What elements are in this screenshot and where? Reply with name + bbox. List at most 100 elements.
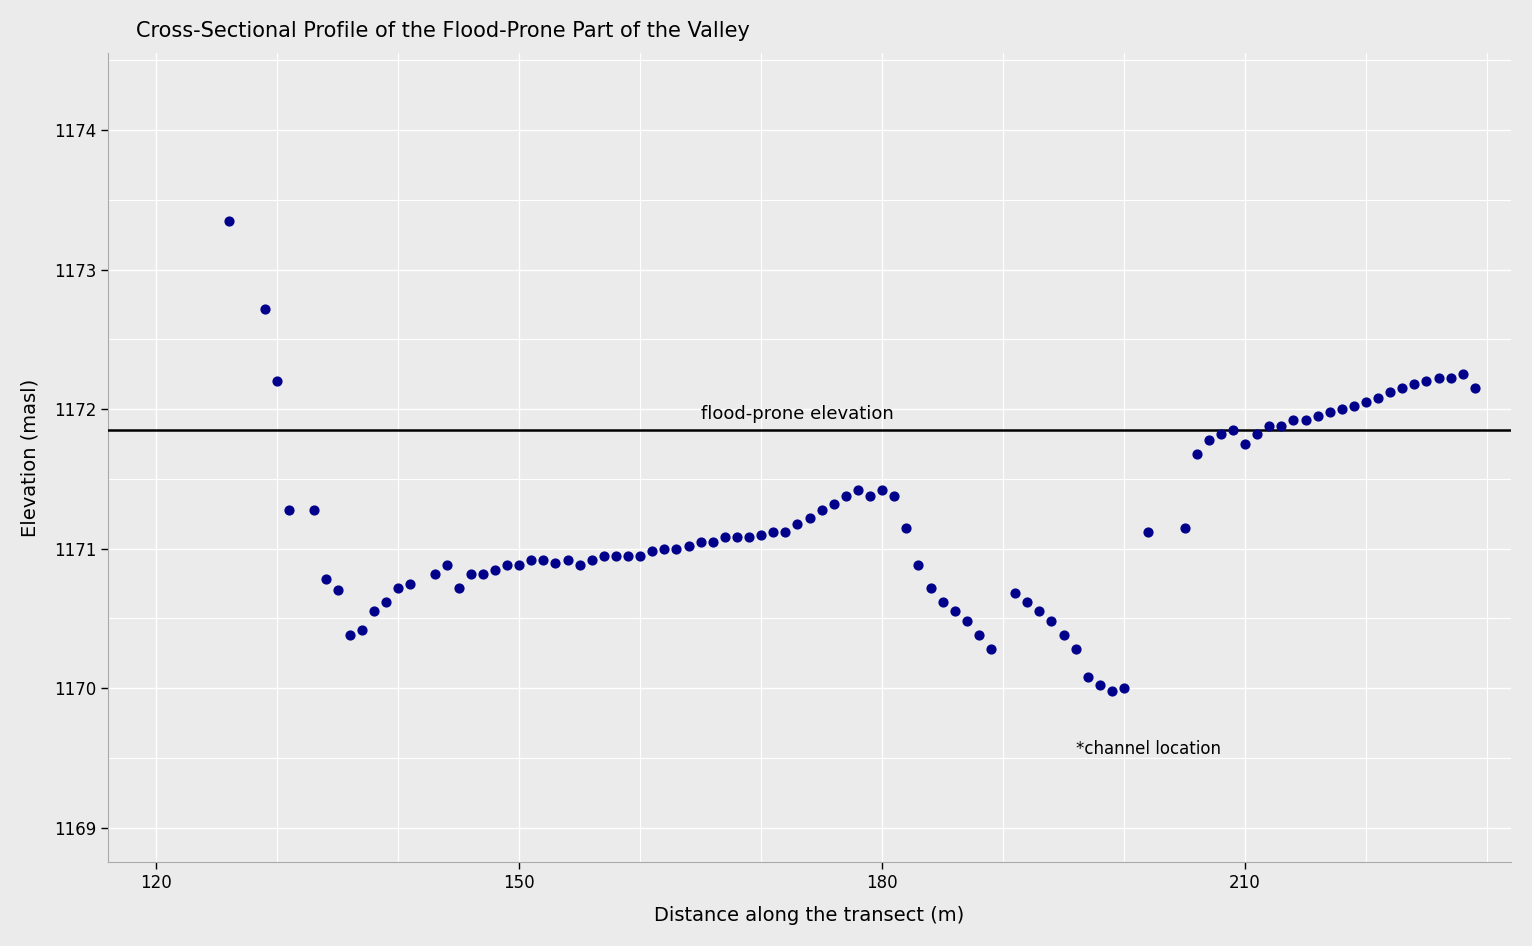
Point (386, 580, 411, 595)
Point (1414, 374, 1439, 389)
Y-axis label: Elevation (masl): Elevation (masl) (21, 378, 40, 537)
Text: Cross-Sectional Profile of the Flood-Prone Part of the Valley: Cross-Sectional Profile of the Flood-Pro… (136, 21, 749, 41)
Point (1172, 520, 1196, 535)
Point (1233, 436, 1258, 451)
Point (1463, 380, 1488, 395)
Point (544, 555, 568, 570)
Point (967, 627, 991, 642)
Point (616, 548, 640, 563)
Point (1305, 409, 1330, 424)
Point (1051, 627, 1075, 642)
Point (1039, 614, 1063, 629)
Point (1063, 641, 1088, 657)
Point (591, 548, 616, 563)
Point (700, 534, 725, 550)
Point (1342, 399, 1367, 414)
Point (1426, 371, 1451, 386)
Point (1221, 423, 1246, 438)
Point (265, 374, 290, 389)
Point (1003, 586, 1028, 601)
Point (1451, 367, 1475, 382)
Point (458, 567, 483, 582)
Point (882, 488, 907, 503)
Point (314, 571, 339, 587)
Point (532, 552, 556, 568)
Point (640, 544, 665, 559)
Point (349, 622, 374, 637)
Point (676, 538, 700, 553)
Point (833, 488, 858, 503)
Point (895, 520, 919, 535)
Point (1246, 427, 1270, 442)
Point (1256, 418, 1281, 433)
Point (1209, 427, 1233, 442)
Point (1112, 680, 1137, 695)
Point (1367, 391, 1391, 406)
Point (253, 301, 277, 316)
Point (1075, 670, 1100, 685)
Point (567, 558, 591, 573)
Point (555, 552, 579, 568)
Point (277, 502, 302, 517)
Point (1377, 385, 1402, 400)
Point (979, 641, 1003, 657)
Point (1402, 377, 1426, 392)
Text: flood-prone elevation: flood-prone elevation (702, 405, 893, 423)
Point (737, 530, 761, 545)
Point (398, 576, 423, 591)
Point (725, 530, 749, 545)
Point (446, 580, 470, 595)
Point (870, 482, 895, 498)
Point (362, 604, 386, 619)
X-axis label: Distance along the transect (m): Distance along the transect (m) (654, 906, 965, 925)
Point (942, 604, 967, 619)
Point (665, 541, 689, 556)
Point (918, 580, 942, 595)
Point (712, 530, 737, 545)
Point (930, 594, 954, 609)
Point (435, 558, 460, 573)
Point (846, 482, 870, 498)
Point (507, 558, 532, 573)
Point (858, 488, 882, 503)
Point (688, 534, 712, 550)
Point (302, 502, 326, 517)
Point (1354, 394, 1379, 410)
Point (423, 567, 447, 582)
Point (337, 627, 362, 642)
Point (1026, 604, 1051, 619)
Point (1268, 418, 1293, 433)
Point (1016, 594, 1040, 609)
Point (1100, 683, 1124, 698)
Point (954, 614, 979, 629)
Point (1196, 432, 1221, 447)
Point (216, 213, 241, 228)
Point (1281, 412, 1305, 428)
Point (519, 552, 544, 568)
Point (786, 516, 810, 531)
Point (653, 541, 677, 556)
Point (483, 562, 507, 577)
Point (1390, 380, 1414, 395)
Point (628, 548, 653, 563)
Point (749, 527, 774, 542)
Text: *channel location: *channel location (1075, 740, 1221, 758)
Point (325, 583, 349, 598)
Point (604, 548, 628, 563)
Point (821, 497, 846, 512)
Point (1439, 371, 1463, 386)
Point (1088, 677, 1112, 692)
Point (905, 558, 930, 573)
Point (1184, 447, 1209, 462)
Point (1293, 412, 1318, 428)
Point (797, 511, 821, 526)
Point (809, 502, 833, 517)
Point (774, 524, 798, 539)
Point (1330, 402, 1354, 417)
Point (495, 558, 519, 573)
Point (1137, 524, 1161, 539)
Point (374, 594, 398, 609)
Point (1318, 404, 1342, 419)
Point (470, 567, 495, 582)
Point (579, 552, 604, 568)
